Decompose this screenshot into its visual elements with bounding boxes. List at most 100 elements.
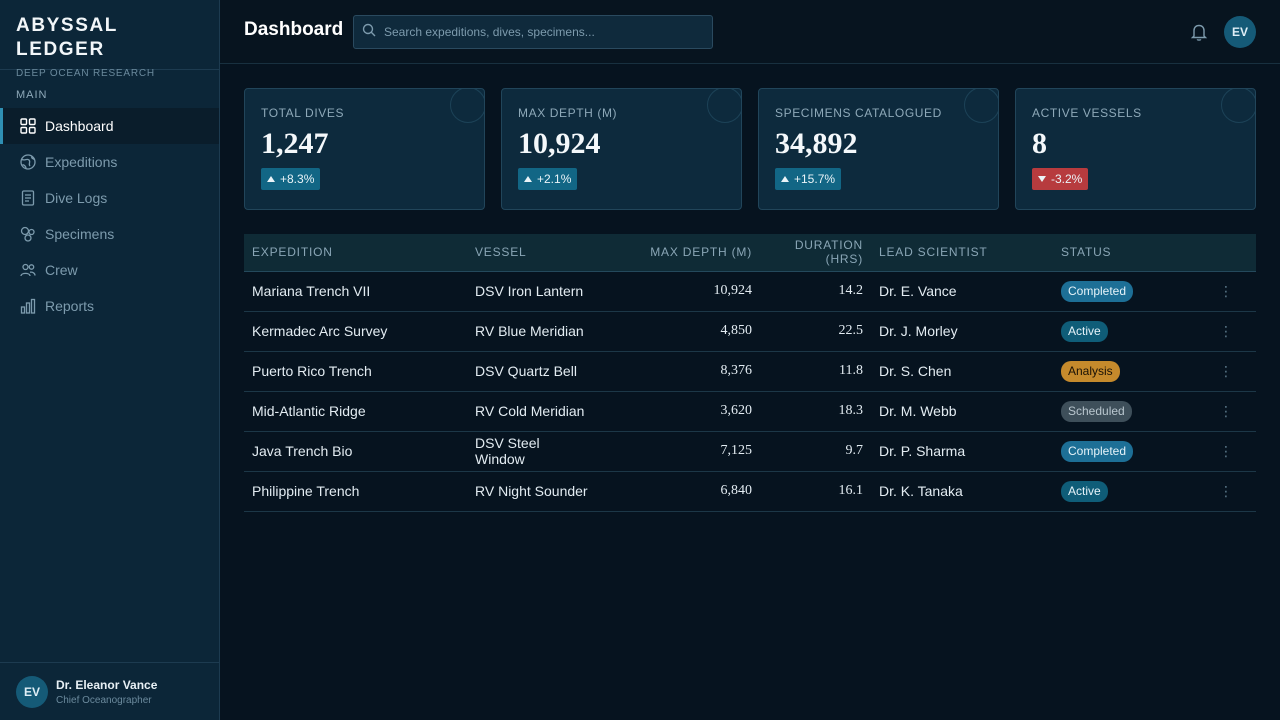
decorative-ring (450, 89, 484, 123)
cell-lead-scientist: Dr. J. Morley (879, 323, 958, 339)
cell-max-depth: 10,924 (713, 283, 753, 298)
column-header-lead-scientist[interactable]: LEAD SCIENTIST (871, 234, 1053, 272)
nav-section-label: MAIN (16, 89, 48, 101)
sidebar-item-dive-logs[interactable]: Dive Logs (0, 180, 219, 216)
more-options-icon[interactable]: ⋮ (1219, 482, 1233, 499)
bar-chart-icon (19, 297, 37, 315)
avatar: EV (16, 675, 48, 708)
column-header-expedition[interactable]: EXPEDITION (244, 234, 467, 272)
table-row[interactable]: Philippine Trench RV Night Sounder 6,840 16… (244, 471, 1256, 511)
cell-expedition: Philippine Trench (252, 483, 360, 499)
stat-delta: +15.7% (775, 168, 842, 190)
cell-vessel: DSV Quartz Bell (475, 363, 577, 379)
cell-status: Completed (1053, 271, 1196, 311)
table-body: Mariana Trench VII DSV Iron Lantern 10,924… (244, 271, 1256, 511)
user-profile[interactable]: EV Dr. Eleanor Vance Chief Oceanographer (0, 662, 219, 720)
stat-label: TOTAL DIVES (261, 106, 345, 120)
status-badge: Active (1061, 320, 1108, 342)
cell-vessel: RV Cold Meridian (475, 403, 585, 419)
more-options-icon[interactable]: ⋮ (1219, 362, 1233, 379)
cell-lead-scientist: Dr. E. Vance (879, 283, 957, 299)
sidebar-item-label: Specimens (45, 226, 115, 242)
cell-duration: 9.7 (845, 443, 864, 458)
header-avatar[interactable]: EV (1224, 16, 1256, 48)
sidebar-item-crew[interactable]: Crew (0, 252, 219, 288)
cell-expedition: Puerto Rico Trench (252, 363, 372, 379)
arrow-up-icon (267, 176, 275, 182)
bell-icon[interactable] (1190, 22, 1208, 42)
cell-vessel: DSV Steel Window (475, 435, 540, 467)
cell-vessel: RV Blue Meridian (475, 323, 584, 339)
people-icon (19, 261, 37, 279)
stat-delta: +2.1% (518, 168, 578, 190)
sidebar-item-dashboard[interactable]: Dashboard (0, 108, 219, 144)
stat-card-active-vessels: ACTIVE VESSELS 8 -3.2% (1015, 88, 1256, 210)
decorative-ring (1221, 89, 1255, 123)
cell-max-depth: 8,376 (720, 363, 753, 378)
search-input[interactable] (384, 25, 704, 39)
more-options-icon[interactable]: ⋮ (1219, 282, 1233, 299)
stat-delta-value: -3.2% (1051, 172, 1083, 186)
row-actions: ⋮ (1196, 391, 1256, 431)
sidebar-item-specimens[interactable]: Specimens (0, 216, 219, 252)
arrow-up-icon (781, 176, 789, 182)
grid-icon (19, 117, 37, 135)
table-header-row: EXPEDITION VESSEL MAX DEPTH (M) DURATION… (244, 234, 1256, 272)
cell-status: Active (1053, 471, 1196, 511)
table-row[interactable]: Kermadec Arc Survey RV Blue Meridian 4,850… (244, 311, 1256, 351)
cell-duration: 14.2 (838, 283, 864, 298)
stat-card-total-dives: TOTAL DIVES 1,247 +8.3% (244, 88, 485, 210)
decorative-ring (964, 89, 998, 123)
column-header-status[interactable]: STATUS (1053, 234, 1196, 272)
stat-card-max-depth: MAX DEPTH (M) 10,924 +2.1% (501, 88, 742, 210)
table-row[interactable]: Mariana Trench VII DSV Iron Lantern 10,924… (244, 271, 1256, 311)
cell-duration: 22.5 (838, 323, 864, 338)
stat-value: 1,247 (261, 127, 329, 160)
more-options-icon[interactable]: ⋮ (1219, 322, 1233, 339)
status-badge: Analysis (1061, 360, 1120, 382)
cell-vessel: RV Night Sounder (475, 483, 588, 499)
top-bar: Dashboard EV (220, 0, 1280, 64)
arrow-up-icon (524, 176, 532, 182)
sidebar-item-label: Crew (45, 262, 78, 278)
page-title: Dashboard (244, 19, 344, 40)
brand: ABYSSAL LEDGER DEEP OCEAN RESEARCH (0, 0, 219, 79)
cell-status: Active (1053, 311, 1196, 351)
user-name: Dr. Eleanor Vance (56, 677, 158, 692)
user-role: Chief Oceanographer (56, 694, 152, 706)
brand-subtitle: DEEP OCEAN RESEARCH (16, 68, 155, 79)
column-header-max-depth[interactable]: MAX DEPTH (M) (601, 234, 760, 272)
user-info: Dr. Eleanor Vance Chief Oceanographer (56, 678, 157, 706)
more-options-icon[interactable]: ⋮ (1219, 442, 1233, 459)
cell-vessel: DSV Iron Lantern (475, 283, 584, 299)
stat-label: SPECIMENS CATALOGUED (775, 106, 942, 120)
cell-duration: 11.8 (839, 363, 863, 378)
sidebar: ABYSSAL LEDGER DEEP OCEAN RESEARCH MAIN … (0, 0, 220, 720)
row-actions: ⋮ (1196, 311, 1256, 351)
stat-value: 8 (1032, 127, 1047, 160)
row-actions: ⋮ (1196, 471, 1256, 511)
brand-title: ABYSSAL LEDGER (16, 15, 118, 60)
cell-expedition: Java Trench Bio (252, 443, 353, 459)
cell-expedition: Mariana Trench VII (252, 283, 371, 299)
globe-icon (19, 153, 37, 171)
stat-card-specimens: SPECIMENS CATALOGUED 34,892 +15.7% (758, 88, 999, 210)
column-header-vessel[interactable]: VESSEL (467, 234, 601, 272)
stat-cards: TOTAL DIVES 1,247 +8.3% MAX DEPTH (M) 10… (244, 88, 1256, 210)
cell-max-depth: 6,840 (720, 483, 753, 498)
sidebar-item-expeditions[interactable]: Expeditions (0, 144, 219, 180)
column-header-duration[interactable]: DURATION (HRS) (760, 234, 871, 272)
stat-label: MAX DEPTH (M) (518, 106, 618, 120)
table-row[interactable]: Mid-Atlantic Ridge RV Cold Meridian 3,620 1… (244, 391, 1256, 431)
cell-status: Scheduled (1053, 391, 1196, 431)
row-actions: ⋮ (1196, 271, 1256, 311)
status-badge: Scheduled (1061, 400, 1132, 422)
search-box[interactable] (353, 15, 713, 49)
cell-duration: 18.3 (838, 403, 864, 418)
more-options-icon[interactable]: ⋮ (1219, 402, 1233, 419)
stat-value: 34,892 (775, 127, 858, 160)
status-badge: Completed (1061, 280, 1134, 302)
table-row[interactable]: Puerto Rico Trench DSV Quartz Bell 8,376 11… (244, 351, 1256, 391)
table-row[interactable]: Java Trench Bio DSV Steel Window 7,125 9.7 D… (244, 431, 1256, 471)
sidebar-item-reports[interactable]: Reports (0, 288, 219, 324)
